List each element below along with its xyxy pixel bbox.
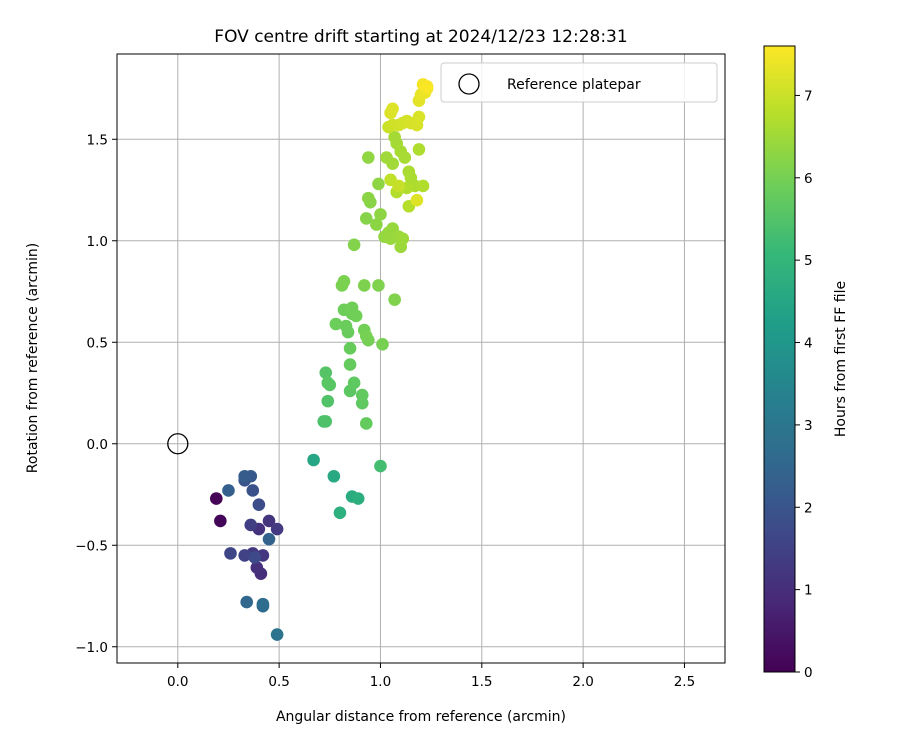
scatter-point	[210, 492, 223, 505]
scatter-point	[412, 143, 426, 156]
x-tick-label: 1.5	[471, 674, 492, 690]
scatter-point	[252, 498, 266, 511]
x-tick-label: 0.0	[167, 674, 188, 690]
scatter-point	[270, 522, 284, 536]
colorbar-tick-label: 0	[804, 665, 813, 681]
scatter-point	[359, 417, 373, 430]
scatter-point	[362, 151, 375, 164]
y-tick-label: 0.0	[87, 437, 108, 453]
scatter-point	[333, 506, 347, 520]
chart-title: FOV centre drift starting at 2024/12/23 …	[214, 27, 627, 47]
scatter-point	[256, 597, 270, 611]
scatter-point	[329, 317, 343, 331]
scatter-point	[238, 469, 251, 483]
scatter-point	[370, 218, 383, 231]
y-axis-label: Rotation from reference (arcmin)	[25, 243, 41, 473]
scatter-point	[392, 179, 406, 193]
colorbar-tick-label: 6	[804, 171, 813, 187]
scatter-point	[355, 388, 369, 402]
colorbar-tick-label: 7	[804, 88, 813, 104]
x-tick-label: 0.5	[268, 674, 289, 690]
colorbar-ticks: 0 1 2 3 4 5 6 7	[795, 88, 813, 681]
scatter-point	[347, 238, 361, 252]
reference-point	[167, 433, 189, 455]
scatter-point	[343, 358, 357, 371]
scatter-point	[374, 208, 387, 221]
colorbar-gradient	[763, 45, 796, 673]
scatter-point	[248, 551, 262, 564]
scatter-point	[388, 130, 401, 144]
colorbar-tick-label: 4	[804, 336, 813, 352]
colorbar-tick-label: 1	[804, 583, 813, 599]
scatter-point	[262, 514, 276, 528]
scatter-point	[347, 376, 361, 390]
scatter-point	[250, 561, 264, 574]
legend: Reference platepar	[440, 62, 718, 103]
scatter-point	[214, 514, 227, 528]
scatter-point	[396, 232, 410, 246]
scatter-point	[386, 102, 399, 116]
scatter-point	[372, 177, 385, 191]
scatter-point	[337, 275, 351, 288]
scatter-point	[420, 80, 434, 93]
reference-marker	[167, 433, 189, 455]
x-tick-label: 2.5	[674, 674, 695, 690]
scatter-point	[238, 549, 251, 562]
x-tick-label: 2.0	[572, 674, 593, 690]
scatter-point	[398, 151, 412, 164]
scatter-point	[339, 319, 353, 333]
scatter-point	[222, 484, 235, 497]
scatter-point	[376, 337, 389, 351]
scatter-point	[357, 279, 371, 292]
colorbar-tick-label: 3	[804, 418, 813, 434]
scatter-point	[359, 329, 373, 343]
scatter-point	[319, 366, 333, 380]
scatter-point	[240, 595, 254, 609]
colorbar-label: Hours from first FF file	[833, 281, 849, 437]
scatter-point	[323, 378, 337, 392]
grid	[117, 54, 725, 663]
scatter-point	[319, 415, 333, 428]
scatter-point	[388, 293, 401, 306]
scatter-point	[374, 459, 387, 473]
scatter-point	[362, 191, 375, 205]
scatter-point	[343, 342, 357, 355]
scatter-point	[224, 547, 237, 560]
y-tick-label: 1.0	[87, 234, 108, 250]
scatter-point	[262, 532, 276, 546]
y-tick-label: −0.5	[75, 538, 108, 554]
axis-ticks: 0.0 0.5 1.0 1.5 2.0 2.5 −1.0 −0.5 0.0 0.5 1.0 1.5	[75, 132, 695, 690]
x-axis-label: Angular distance from reference (arcmin)	[276, 709, 566, 725]
y-tick-label: 1.5	[87, 132, 108, 148]
y-tick-label: −1.0	[75, 640, 108, 656]
scatter-point	[412, 110, 426, 124]
scatter-point	[372, 279, 385, 292]
scatter-point	[410, 193, 424, 207]
scatter-point	[307, 453, 320, 467]
scatter-point	[359, 212, 373, 225]
scatter-point	[246, 484, 260, 497]
scatter-point	[321, 394, 335, 408]
scatter-point	[351, 492, 365, 505]
colorbar-tick-label: 2	[804, 500, 813, 516]
scatter-point	[349, 309, 363, 323]
scatter-point	[386, 157, 399, 170]
legend-reference-marker	[458, 73, 480, 95]
scatter-point	[416, 179, 430, 193]
scatter-point	[244, 518, 258, 532]
scatter-point	[270, 628, 284, 641]
legend-box	[440, 62, 718, 103]
colorbar: 0 1 2 3 4 5 6 7 Hours from first FF file	[763, 45, 849, 681]
legend-entry-reference: Reference platepar	[507, 77, 641, 93]
y-tick-label: 0.5	[87, 335, 108, 351]
plot-frame	[116, 53, 726, 664]
scatter-points	[210, 78, 434, 641]
colorbar-tick-label: 5	[804, 253, 813, 269]
x-tick-label: 1.0	[370, 674, 391, 690]
scatter-point	[327, 469, 341, 483]
